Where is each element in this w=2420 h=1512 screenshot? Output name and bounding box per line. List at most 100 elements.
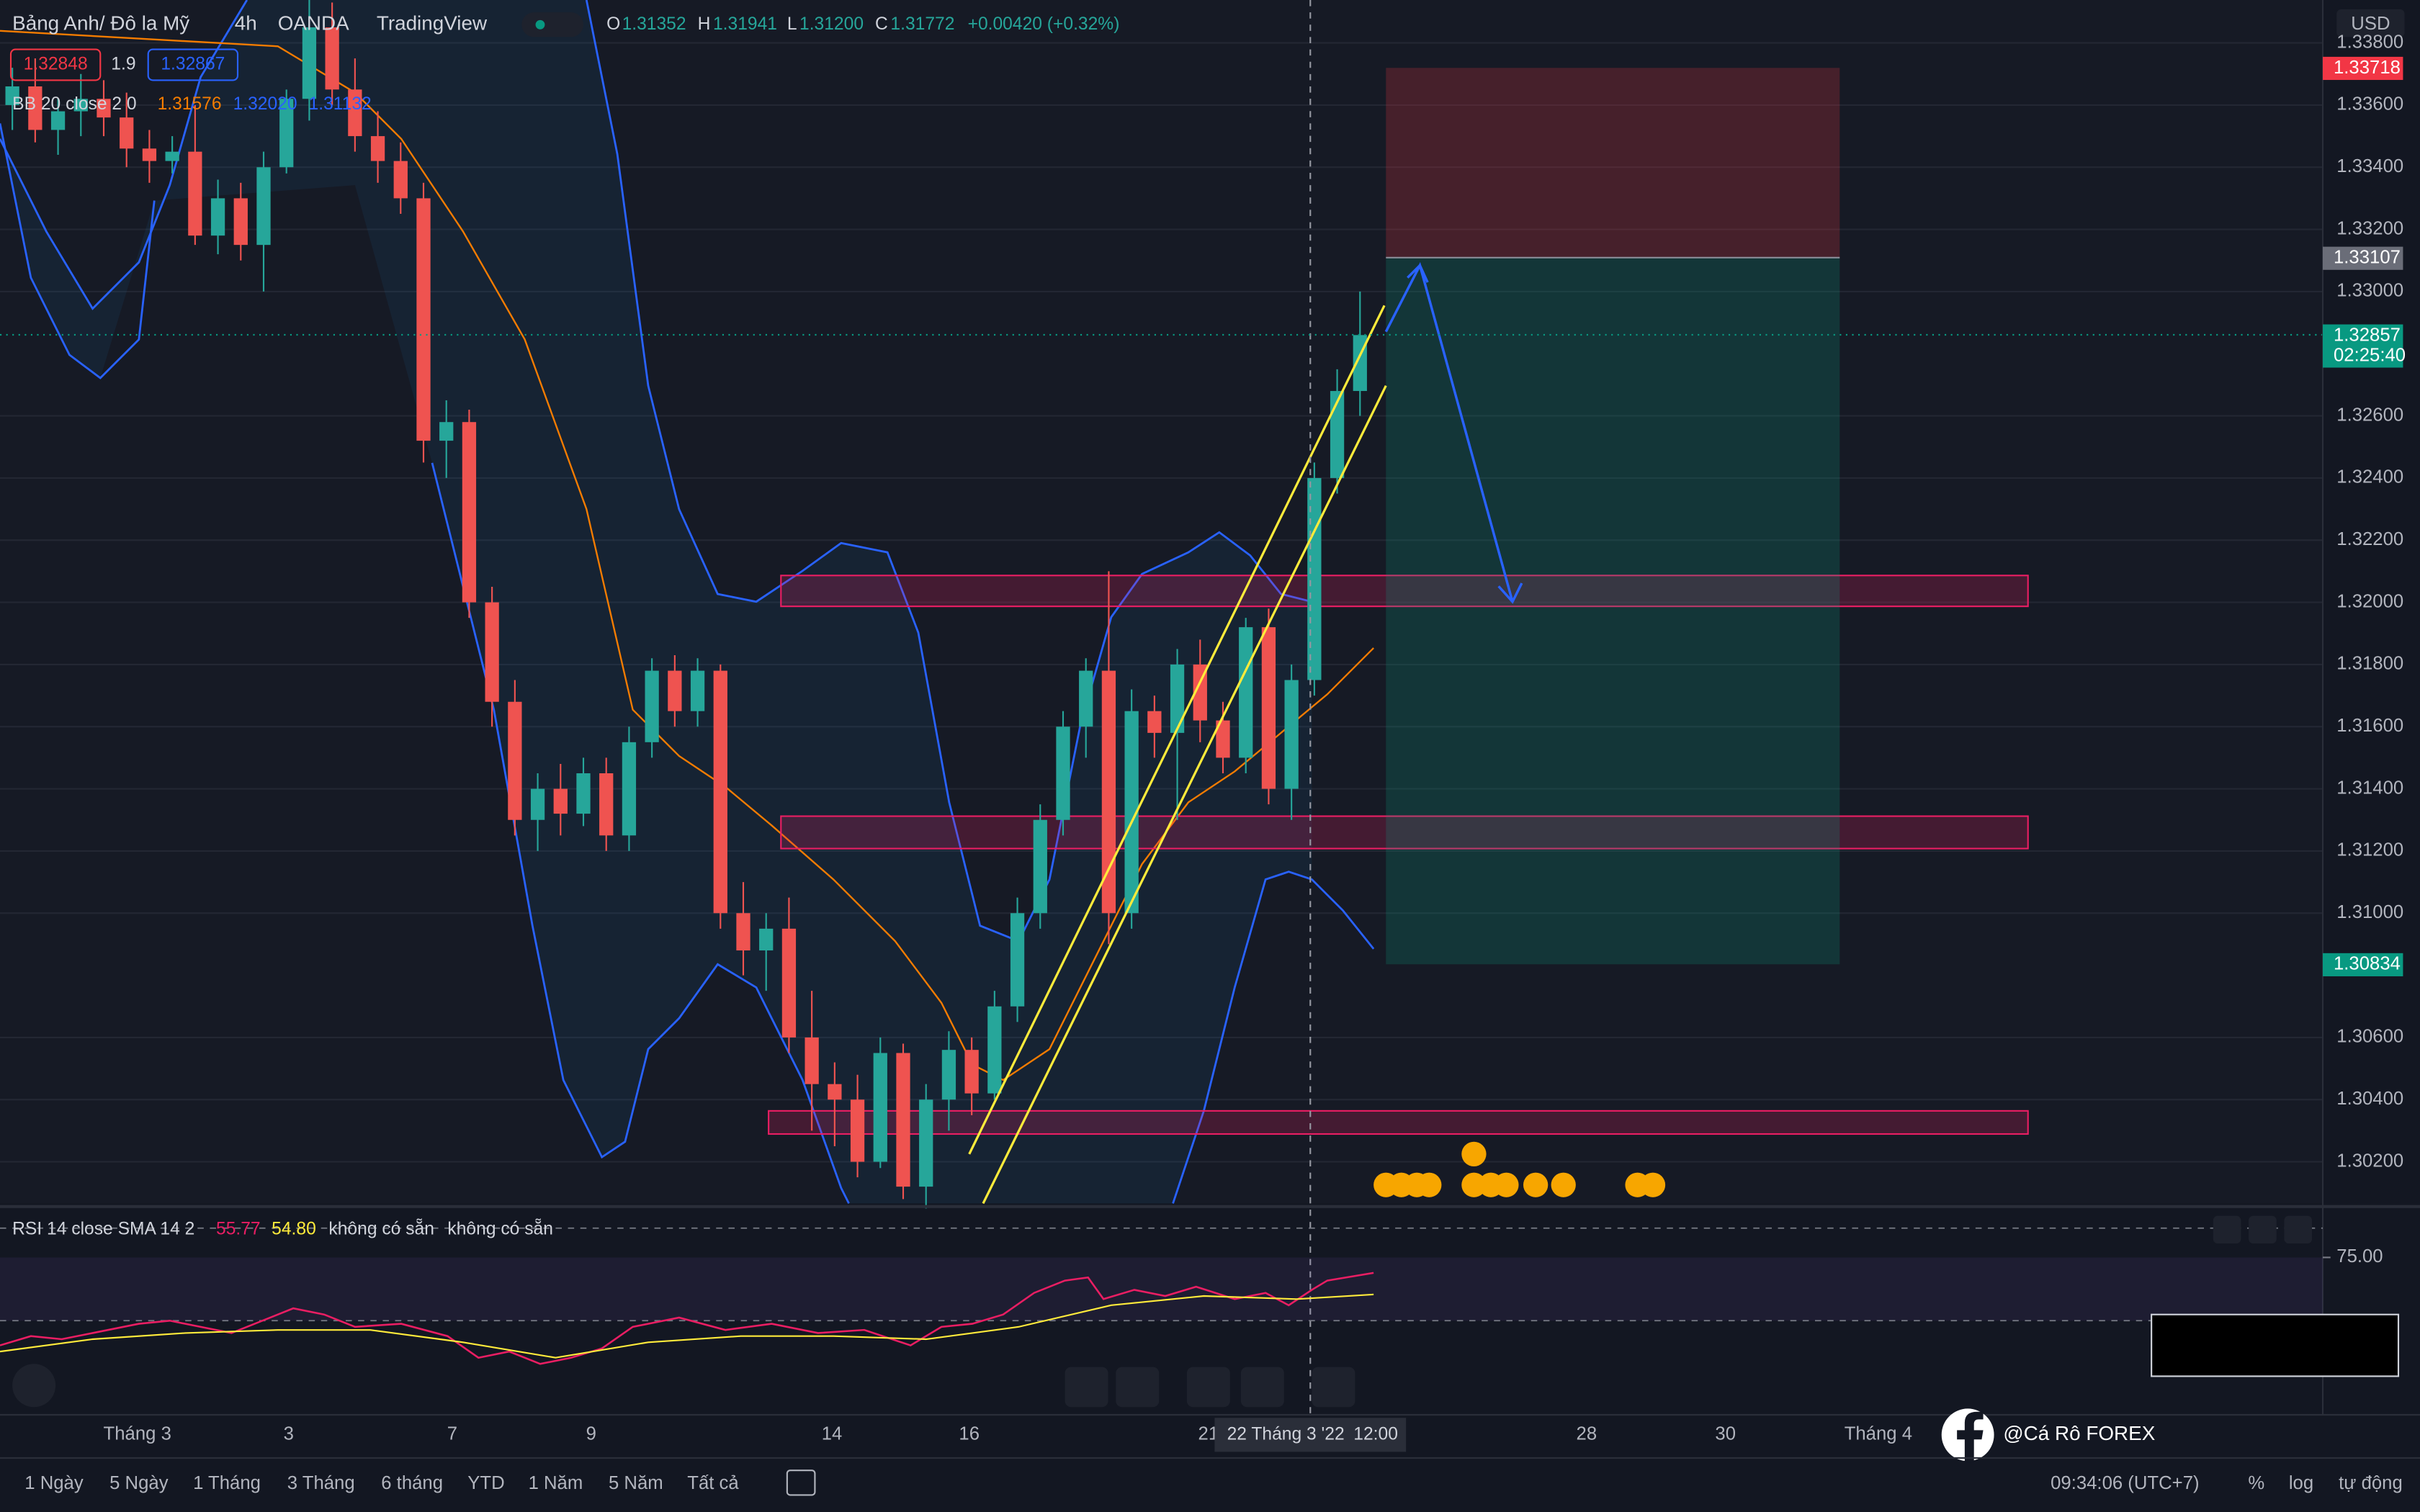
event-icon[interactable]	[1494, 1172, 1519, 1197]
candle-body	[1147, 711, 1162, 733]
status-badge[interactable]	[521, 12, 583, 37]
percent-toggle[interactable]: %	[2248, 1473, 2264, 1493]
target-zone[interactable]	[1386, 257, 1840, 965]
y-tick-label: 1.32400	[2336, 467, 2403, 487]
event-icon[interactable]	[1551, 1172, 1576, 1197]
range-button[interactable]: 3 Tháng	[287, 1473, 355, 1493]
channel-line[interactable]	[968, 305, 1386, 1155]
candle-body	[1261, 627, 1276, 789]
tv-logo[interactable]	[12, 1364, 56, 1408]
x-tick-label: 7	[447, 1424, 457, 1444]
candle-body	[97, 99, 111, 118]
candle-body	[142, 148, 157, 161]
zoom-in[interactable]	[1116, 1367, 1160, 1408]
scroll-right[interactable]	[1240, 1367, 1284, 1408]
reset[interactable]	[1312, 1367, 1355, 1408]
range-button[interactable]: 1 Tháng	[193, 1473, 261, 1493]
candle-body	[1101, 670, 1116, 914]
symbol[interactable]: Bảng Anh/ Đô la Mỹ	[12, 12, 189, 35]
sell-button[interactable]	[9, 48, 102, 81]
ohlc-change: +0.00420 (+0.32%)	[968, 14, 1120, 34]
price-tag-label: 1.32857	[2334, 325, 2401, 345]
candle-body	[50, 111, 66, 130]
events[interactable]	[1373, 1141, 1666, 1197]
pane-max-button[interactable]	[2284, 1215, 2312, 1244]
clock[interactable]: 09:34:06 (UTC+7)	[2051, 1473, 2199, 1493]
x-tick-label: 30	[1715, 1424, 1736, 1444]
currency[interactable]: USD	[2351, 14, 2390, 34]
candle-body	[1170, 664, 1185, 733]
bb-lower	[431, 462, 850, 1205]
x-tick-label: 14	[822, 1424, 843, 1444]
bb-basis	[0, 30, 1374, 1081]
candle-body	[781, 928, 797, 1038]
candle-body	[1124, 711, 1139, 914]
ohlc-value: 1.31200	[799, 14, 864, 34]
candle-body	[1079, 670, 1093, 727]
range-button[interactable]: YTD	[467, 1473, 504, 1493]
event-icon[interactable]	[1417, 1172, 1442, 1197]
candle-body	[210, 198, 225, 236]
candle-body	[188, 151, 202, 236]
candle-body	[120, 117, 134, 149]
x-tick-label: 16	[959, 1424, 980, 1444]
candle-body	[279, 99, 294, 168]
event-icon[interactable]	[1640, 1172, 1666, 1197]
stop-zone[interactable]	[1386, 68, 1840, 258]
rsi-band	[0, 1257, 2323, 1321]
zone[interactable]	[768, 1110, 2029, 1135]
pane-close-button[interactable]	[2249, 1215, 2277, 1244]
candle-body	[1056, 726, 1070, 820]
candle-body	[964, 1050, 979, 1094]
candle-body	[302, 27, 317, 99]
date-range-button[interactable]	[786, 1470, 816, 1496]
price-axis[interactable]	[2323, 0, 2420, 1415]
event-icon[interactable]	[1461, 1172, 1487, 1197]
candle-body	[256, 167, 271, 246]
ohlc-key: L	[787, 14, 797, 34]
watermark: @Cá Rô FOREX	[2003, 1422, 2155, 1444]
sell-price[interactable]: 1.32848	[24, 55, 88, 74]
y-tick-label: 1.32200	[2336, 529, 2403, 549]
scroll-left[interactable]	[1186, 1367, 1230, 1408]
x-tick-label: Tháng 4	[1845, 1424, 1912, 1444]
minimap[interactable]	[2151, 1313, 2400, 1377]
event-icon[interactable]	[1523, 1172, 1549, 1197]
candle-body	[1033, 819, 1047, 914]
buy-price[interactable]: 1.32867	[161, 55, 225, 74]
x-tick-label: 3	[284, 1424, 294, 1444]
range-button[interactable]: 5 Năm	[609, 1473, 663, 1493]
rsi-sma-line	[0, 1293, 1374, 1359]
range-button[interactable]: 1 Năm	[529, 1473, 583, 1493]
zone[interactable]	[780, 815, 2029, 850]
zone[interactable]	[780, 575, 2029, 608]
range-button[interactable]: 5 Ngày	[109, 1473, 169, 1493]
range-button[interactable]: 6 tháng	[381, 1473, 443, 1493]
y-axis: 1.33800 1.33600 1.33400 1.33200 1.33000 1.326…	[2336, 32, 2403, 1171]
candle-body	[736, 913, 750, 951]
currency-button[interactable]	[2336, 9, 2405, 37]
range-button[interactable]: 1 Ngày	[24, 1473, 84, 1493]
auto-toggle[interactable]: tự động	[2339, 1473, 2403, 1493]
rsi-name[interactable]: RSI 14 close SMA 14 2	[12, 1219, 194, 1238]
zoom-out[interactable]	[1065, 1367, 1108, 1408]
pane-up-button[interactable]	[2213, 1215, 2241, 1244]
log-toggle[interactable]: log	[2289, 1473, 2313, 1493]
buy-button[interactable]	[147, 48, 239, 81]
x-axis: Tháng 3 3 7 9 14 16 21 28 30 Tháng 4	[104, 1424, 1912, 1444]
bb-name[interactable]: BB 20 close 2 0	[12, 94, 136, 114]
range-button[interactable]: Tất cả	[687, 1473, 739, 1493]
candle-body	[73, 99, 88, 112]
bb-basis-value: 1.31576	[158, 94, 222, 114]
candle-body	[805, 1037, 819, 1084]
interval[interactable]: 4h	[235, 12, 257, 35]
price-tag	[2323, 246, 2403, 270]
bb-lower	[0, 123, 156, 379]
channel-line[interactable]	[982, 385, 1387, 1205]
event-icon[interactable]	[1461, 1141, 1487, 1166]
arrow-head	[1497, 582, 1523, 604]
y-tick-label: 1.33000	[2336, 281, 2403, 301]
crosshair-label-bg	[1214, 1418, 1407, 1452]
